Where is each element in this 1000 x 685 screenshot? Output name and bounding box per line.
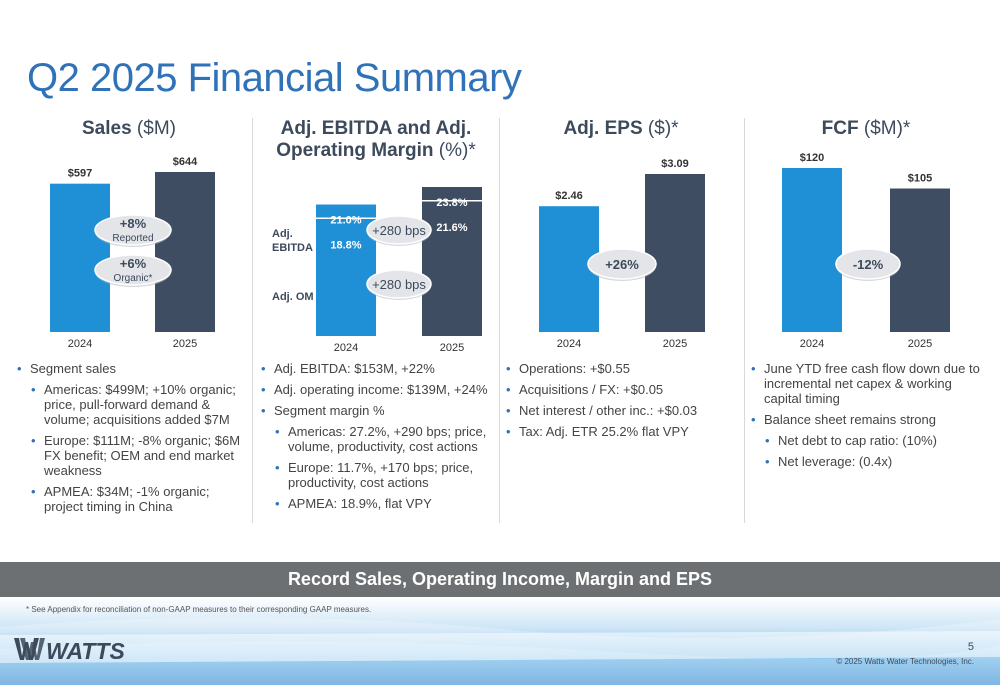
x-tick-label: 2024 — [334, 342, 358, 354]
list-item: Acquisitions / FX: +$0.05 — [503, 382, 739, 397]
sales-chart: $597 2024 $644 2025 +8% Reported +6% Organic* — [50, 156, 215, 350]
ebitda-bullets: Adj. EBITDA: $153M, +22% Adj. operating … — [258, 361, 494, 517]
bar-2024 — [50, 183, 110, 332]
list-item: Operations: +$0.55 — [503, 361, 739, 376]
list-item: Net leverage: (0.4x) — [748, 454, 984, 469]
bar-2025 — [645, 174, 705, 332]
pill-sub-label: Reported — [112, 233, 153, 244]
organic-growth-pill — [94, 254, 172, 286]
eps-heading: Adj. EPS ($)* — [563, 118, 679, 139]
copyright: © 2025 Watts Water Technologies, Inc. — [836, 657, 974, 666]
pill-main-label: +8% — [120, 216, 147, 231]
fcf-panel: FCF ($M)* $120 2024 $105 2025 -12% June YTD … — [748, 118, 984, 523]
list-item: Segment sales — [14, 361, 244, 376]
list-item: Europe: $111M; -8% organic; $6M FX benef… — [14, 433, 244, 478]
x-tick-label: 2024 — [557, 338, 581, 350]
wave-background — [0, 597, 1000, 685]
bar-value-label: $597 — [68, 168, 92, 180]
x-tick-label: 2025 — [663, 338, 687, 350]
list-item: Americas: $499M; +10% organic; price, pu… — [14, 382, 244, 427]
list-item: June YTD free cash flow down due to incr… — [748, 361, 984, 406]
eps-growth-pill — [587, 248, 657, 280]
ebitda-heading: Adj. EBITDA and Adj. Operating Margin (%… — [276, 118, 476, 161]
eps-chart: $2.46 2024 $3.09 2025 +26% — [539, 158, 705, 350]
ebitda-bps-pill — [366, 215, 432, 245]
pill-main-label: +6% — [120, 256, 147, 271]
panel-divider — [744, 118, 745, 523]
eps-panel: Adj. EPS ($)* $2.46 2024 $3.09 2025 +26% Ope… — [503, 118, 739, 523]
fcf-chart: $120 2024 $105 2025 -12% — [782, 152, 950, 350]
bar-2024 — [782, 168, 842, 332]
page-number: 5 — [967, 641, 974, 653]
bar-value-label: $120 — [800, 152, 824, 164]
fcf-heading: FCF ($M)* — [821, 118, 911, 139]
series-label-om: Adj. OM — [272, 291, 314, 303]
list-item: Adj. operating income: $139M, +24% — [258, 382, 494, 397]
x-tick-label: 2024 — [800, 338, 824, 350]
sales-heading: Sales ($M) — [82, 118, 176, 139]
footnote: * See Appendix for reconciliation of non… — [26, 605, 372, 614]
panel-divider — [499, 118, 500, 523]
bar-ebitda-2024 — [316, 204, 376, 336]
summary-banner: Record Sales, Operating Income, Margin a… — [0, 562, 1000, 597]
series-label-ebitda: Adj. — [272, 228, 293, 240]
list-item: Americas: 27.2%, +290 bps; price, volume… — [258, 424, 494, 454]
watts-logo: WATTS — [14, 638, 125, 662]
ebitda-panel: Adj. EBITDA and Adj. Operating Margin (%… — [258, 118, 494, 523]
page-title: Q2 2025 Financial Summary — [27, 56, 522, 100]
list-item: Adj. EBITDA: $153M, +22% — [258, 361, 494, 376]
bar-value-label: $3.09 — [661, 158, 689, 170]
list-item: Balance sheet remains strong — [748, 412, 984, 427]
list-item: APMEA: $34M; -1% organic; project timing… — [14, 484, 244, 514]
pill-main-label: +26% — [605, 257, 639, 272]
series-label-ebitda: EBITDA — [272, 242, 313, 254]
om-bps-pill — [366, 269, 432, 299]
x-tick-label: 2024 — [68, 338, 92, 350]
eps-bullets: Operations: +$0.55 Acquisitions / FX: +$… — [503, 361, 739, 445]
x-tick-label: 2025 — [908, 338, 932, 350]
pill-bps-label: +280 bps — [372, 277, 426, 292]
sales-bullets: Segment sales Americas: $499M; +10% orga… — [14, 361, 244, 520]
fcf-bullets: June YTD free cash flow down due to incr… — [748, 361, 984, 475]
svg-text:WATTS: WATTS — [46, 638, 125, 662]
pill-main-label: -12% — [853, 257, 884, 272]
bar-value-label: $644 — [173, 156, 198, 168]
list-item: Tax: Adj. ETR 25.2% flat VPY — [503, 424, 739, 439]
list-item: Net debt to cap ratio: (10%) — [748, 433, 984, 448]
bar-ebitda-2025 — [422, 187, 482, 336]
pill-sub-label: Organic* — [114, 273, 153, 284]
pill-bps-label: +280 bps — [372, 223, 426, 238]
om-value-label: 18.8% — [330, 239, 361, 251]
om-value-label: 21.6% — [436, 222, 467, 234]
sales-panel: Sales ($M) $597 2024 $644 2025 +8% Reported +6… — [14, 118, 244, 523]
x-tick-label: 2025 — [440, 342, 464, 354]
list-item: Europe: 11.7%, +170 bps; price, producti… — [258, 460, 494, 490]
list-item: APMEA: 18.9%, flat VPY — [258, 496, 494, 511]
ebitda-value-label: 23.8% — [436, 197, 467, 209]
bar-2025 — [155, 172, 215, 332]
x-tick-label: 2025 — [173, 338, 197, 350]
list-item: Net interest / other inc.: +$0.03 — [503, 403, 739, 418]
panel-divider — [252, 118, 253, 523]
bar-2025 — [890, 188, 950, 332]
ebitda-chart: 21.0% 18.8% 2024 23.8% 21.6% 2025 Adj. EBITDA Ad… — [272, 187, 482, 354]
list-item: Segment margin % — [258, 403, 494, 418]
reported-growth-pill — [94, 214, 172, 246]
bar-value-label: $105 — [908, 173, 932, 185]
fcf-growth-pill — [835, 248, 901, 280]
ebitda-value-label: 21.0% — [330, 215, 361, 227]
bar-value-label: $2.46 — [555, 190, 583, 202]
